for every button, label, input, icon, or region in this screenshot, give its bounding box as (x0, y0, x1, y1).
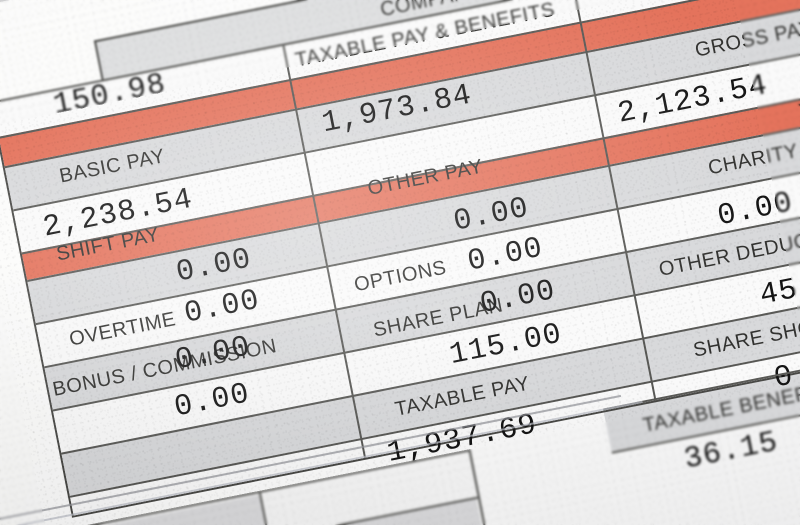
photo-scene: 53 NTS PAYME COMPANY N.I (0, 0, 800, 525)
payslip-document: COMPANY N.I (0, 0, 800, 525)
